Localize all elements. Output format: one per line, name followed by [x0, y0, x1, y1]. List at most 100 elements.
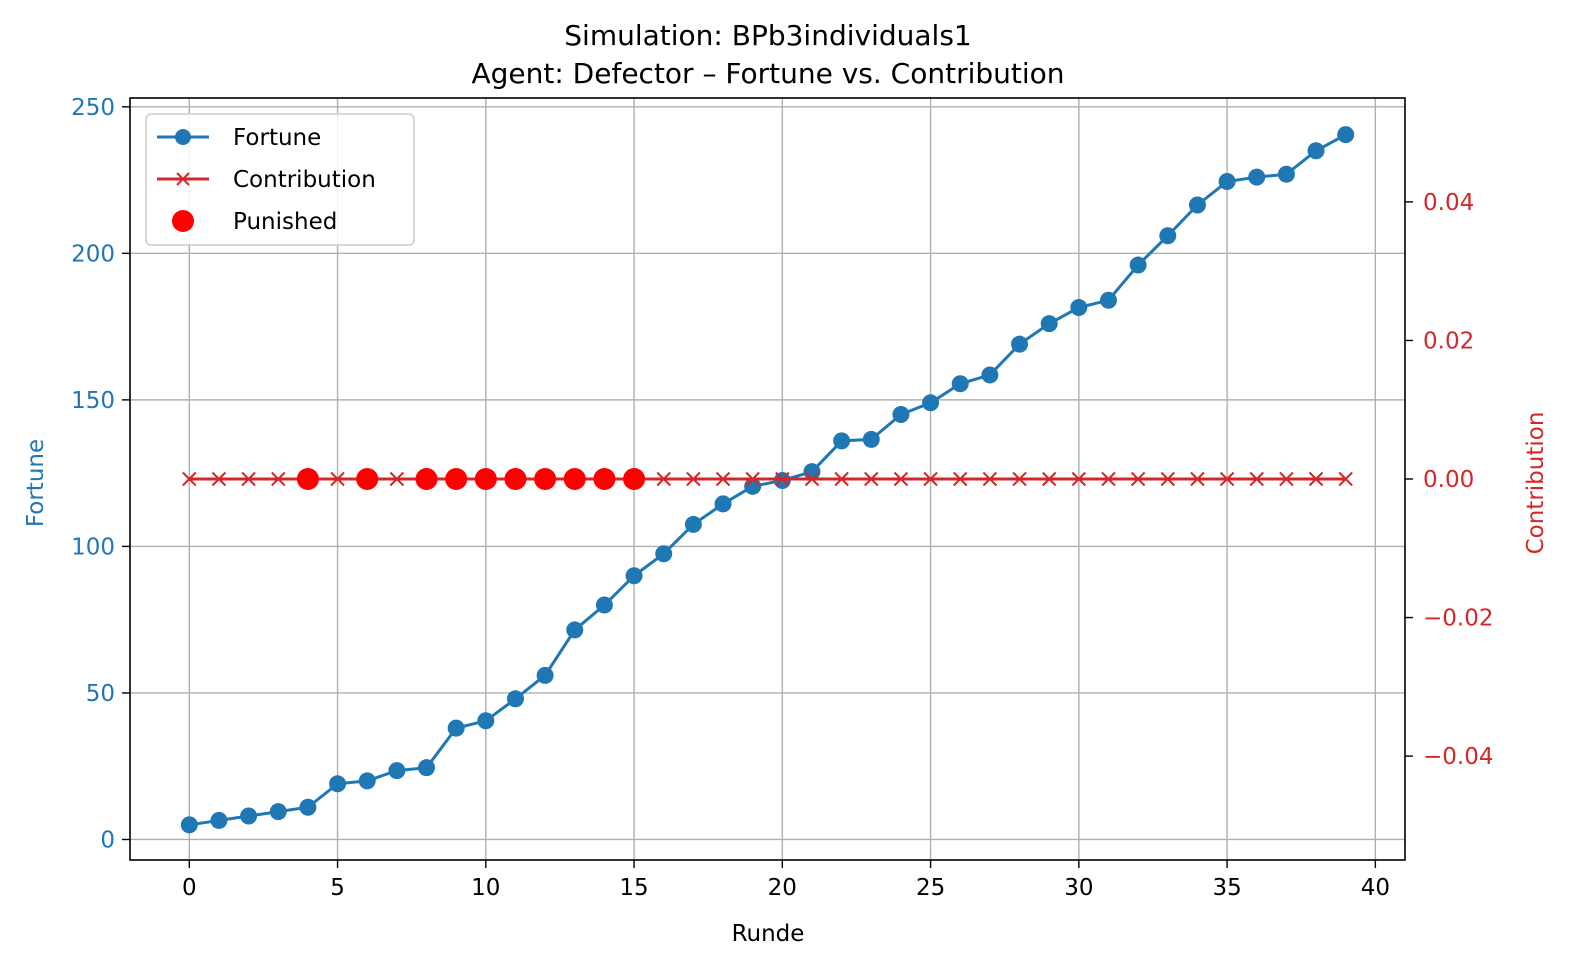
contribution-point [1338, 471, 1353, 487]
x-tick-label: 35 [1212, 875, 1241, 901]
contribution-point [241, 471, 256, 487]
y-right-tick-label: −0.02 [1423, 606, 1493, 632]
fortune-point [1307, 142, 1325, 160]
legend-punished-marker [172, 210, 194, 232]
punished-point [445, 468, 468, 490]
x-axis: 0 5 10 15 20 25 30 35 40 [182, 860, 1390, 901]
fortune-point [1070, 299, 1088, 317]
fortune-point [1011, 335, 1029, 353]
contribution-point [715, 471, 731, 487]
legend-box [145, 113, 415, 246]
y-left-tick-label: 250 [71, 95, 115, 121]
contribution-point [923, 471, 938, 487]
punished-series [296, 468, 646, 490]
y-right-tick-label: −0.04 [1423, 744, 1493, 770]
contribution-point [686, 471, 701, 487]
fortune-point [269, 803, 287, 821]
contribution-point [389, 471, 405, 487]
contribution-point [1130, 471, 1146, 487]
legend-fortune-label: Fortune [233, 125, 321, 151]
y-left-tick-label: 50 [86, 681, 115, 707]
contribution-point [211, 471, 227, 487]
fortune-series [180, 126, 1355, 834]
fortune-point [477, 712, 495, 730]
contribution-point [864, 471, 879, 487]
fortune-point [1129, 256, 1147, 274]
fortune-point [1099, 291, 1117, 309]
fortune-point [1188, 196, 1206, 214]
punished-point [474, 468, 497, 490]
legend-contribution-label: Contribution [233, 167, 376, 193]
fortune-line [189, 133, 1347, 827]
contribution-point [982, 471, 998, 487]
y-axis-left: 0 50 100 150 200 250 [71, 95, 130, 853]
contribution-point [330, 471, 345, 487]
contribution-point [1101, 471, 1116, 487]
fortune-point [240, 807, 258, 825]
x-tick-label: 10 [471, 875, 500, 901]
x-tick-label: 0 [182, 875, 197, 901]
contribution-point [1308, 471, 1324, 487]
fortune-point [1040, 315, 1058, 333]
y-left-tick-label: 0 [100, 827, 115, 853]
contribution-point [1160, 471, 1175, 487]
y-left-tick-label: 150 [71, 388, 115, 414]
punished-point [356, 468, 379, 490]
fortune-point [714, 495, 732, 513]
x-tick-label: 20 [768, 875, 797, 901]
punished-point [593, 468, 616, 490]
fortune-point [1277, 165, 1295, 183]
y-right-tick-label: 0.04 [1423, 190, 1474, 216]
fortune-point [1337, 126, 1355, 144]
contribution-point [1071, 471, 1087, 487]
y-axis-right-label: Contribution [1523, 412, 1549, 555]
x-tick-label: 15 [619, 875, 648, 901]
contribution-point [182, 471, 197, 487]
fortune-point [951, 375, 969, 393]
x-tick-label: 30 [1064, 875, 1093, 901]
contribution-point [775, 471, 790, 487]
legend-item-punished: Punished [172, 209, 337, 235]
y-axis-left-label: Fortune [23, 439, 49, 527]
contribution-point [1279, 471, 1294, 487]
x-axis-label: Runde [732, 921, 805, 947]
legend-item-contribution: Contribution [157, 167, 376, 193]
contribution-point [834, 471, 849, 487]
fortune-point [329, 775, 347, 793]
contribution-point [1219, 471, 1235, 487]
x-tick-label: 40 [1361, 875, 1390, 901]
fortune-point [358, 772, 376, 790]
fortune-point [566, 621, 584, 639]
contribution-point [804, 471, 820, 487]
fortune-point [862, 430, 880, 448]
fortune-point [210, 811, 228, 829]
y-right-tick-label: 0.02 [1423, 328, 1474, 354]
contribution-point [656, 471, 671, 487]
fortune-point [418, 759, 436, 777]
legend-punished-label: Punished [233, 209, 337, 235]
fortune-point [684, 515, 702, 533]
fortune-point [625, 567, 643, 585]
punished-point [623, 468, 646, 490]
fortune-point [981, 366, 999, 384]
legend-contribution-marker [176, 172, 190, 186]
x-tick-label: 25 [916, 875, 945, 901]
contribution-point [1012, 471, 1027, 487]
contribution-point [271, 471, 286, 487]
fortune-point [299, 798, 317, 816]
fortune-point [655, 545, 673, 563]
contribution-point [1041, 471, 1057, 487]
legend-item-fortune: Fortune [157, 125, 321, 151]
contribution-point [1249, 471, 1264, 487]
x-tick-label: 5 [330, 875, 345, 901]
fortune-point [1248, 168, 1266, 186]
chart-title: Simulation: BPb3individuals1 [564, 19, 971, 52]
fortune-point [892, 406, 910, 424]
contribution-point [953, 471, 968, 487]
contribution-series [182, 471, 1353, 487]
chart-subtitle: Agent: Defector – Fortune vs. Contributi… [471, 57, 1064, 90]
grid [130, 98, 1405, 860]
fortune-point [833, 432, 851, 450]
fortune-point [1159, 227, 1177, 245]
